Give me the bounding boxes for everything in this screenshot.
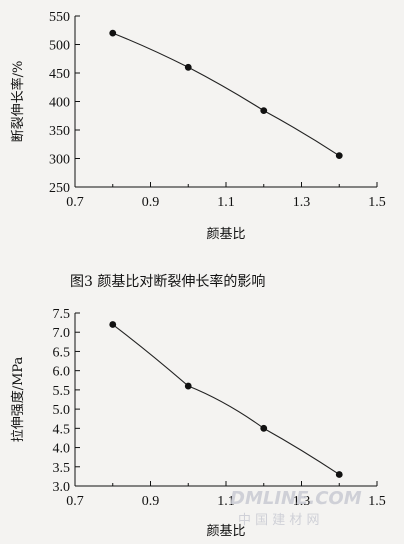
data-point <box>184 63 192 71</box>
series-line <box>112 324 340 475</box>
x-tick-label: 1.3 <box>293 494 311 509</box>
y-tick-label: 550 <box>49 10 70 25</box>
x-tick-label: 1.5 <box>368 195 386 210</box>
y-tick-label: 5.0 <box>53 403 71 418</box>
x-tick-label: 0.9 <box>142 195 160 210</box>
series-line <box>112 32 340 157</box>
data-point <box>260 424 268 432</box>
x-tick-label: 1.3 <box>293 195 311 210</box>
data-point <box>260 107 268 115</box>
y-tick-label: 450 <box>49 67 70 82</box>
y-tick-label: 7.0 <box>53 326 71 341</box>
watermark-logo-text: DMLINE.COM <box>230 488 362 509</box>
watermark-logo: DMLINE.COM 中 国 建 材 网 <box>230 488 362 528</box>
x-tick-label: 1.1 <box>217 195 235 210</box>
chart-tensile-strength: 3.0 3.5 4.0 4.5 5.0 5.5 6.0 6.5 7.0 7.5 0.7 0.9 1.1 1… <box>10 307 386 539</box>
data-point <box>335 152 343 160</box>
y-tick-label: 300 <box>49 153 70 168</box>
y-tick-label: 4.5 <box>53 422 71 437</box>
x-tick-label: 0.9 <box>142 494 160 509</box>
y-tick-label: 500 <box>49 39 70 54</box>
y-tick-label: 4.0 <box>53 442 71 457</box>
data-point <box>109 29 117 37</box>
data-point <box>184 382 192 390</box>
x-axis-label: 颜基比 <box>206 523 245 539</box>
x-tick-label: 1.1 <box>217 494 235 509</box>
figure-caption: 图3 颜基比对断裂伸长率的影响 <box>70 273 265 290</box>
y-tick-label: 3.5 <box>53 461 71 476</box>
y-tick-label: 400 <box>49 96 70 111</box>
watermark-sub-text: 中 国 建 材 网 <box>238 513 320 528</box>
x-tick-label: 1.5 <box>368 494 386 509</box>
x-tick-label: 0.7 <box>66 195 84 210</box>
data-point <box>109 321 117 328</box>
x-tick-label: 0.7 <box>66 494 84 509</box>
y-axis-label: 断裂伸长率/% <box>10 61 26 143</box>
chart-elongation: 250 300 350 400 450 500 550 0.7 0.9 1.1 1.3 1.5 颜基比 断… <box>10 10 386 242</box>
y-tick-label: 6.0 <box>53 365 71 380</box>
y-tick-label: 6.5 <box>53 345 71 360</box>
x-axis-label: 颜基比 <box>206 226 245 242</box>
y-tick-label: 3.0 <box>53 480 71 495</box>
y-tick-label: 350 <box>49 124 70 139</box>
y-tick-label: 250 <box>49 181 70 196</box>
y-tick-label: 5.5 <box>53 384 71 399</box>
y-tick-label: 7.5 <box>53 307 71 322</box>
y-axis-label: 拉伸强度/MPa <box>10 356 26 442</box>
data-point <box>335 471 343 478</box>
